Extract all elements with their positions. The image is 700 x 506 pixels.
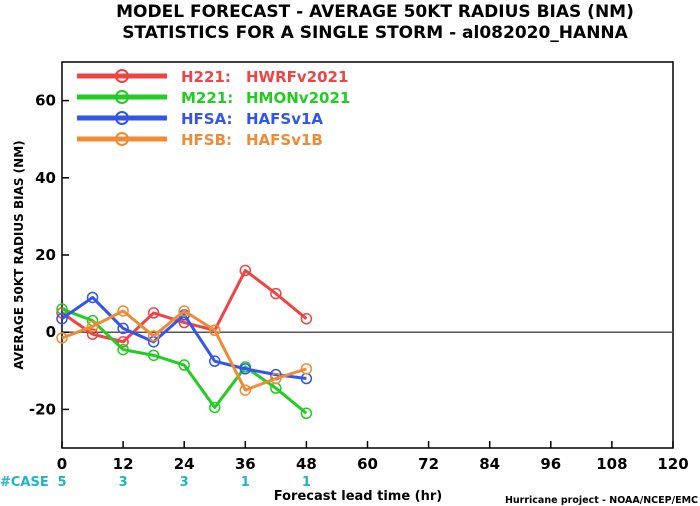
data-point [147,307,160,319]
case-count: 1 [241,475,250,490]
x-tick-label: 12 [113,455,134,473]
data-point [300,363,313,375]
legend-marker [115,111,129,125]
series-hwrfv2021 [56,264,313,348]
legend-marker [115,132,129,146]
legend-name: M221: [181,89,233,107]
x-tick-label: 72 [418,455,439,473]
data-point [178,305,190,317]
case-counts: #CASE 5 3 3 1 1 [0,475,311,490]
data-point [147,349,160,362]
legend-marker [115,90,129,104]
y-tick-label: 60 [35,92,56,110]
data-point [86,320,99,333]
legend-label: HAFSv1B [246,131,323,149]
y-axis-label: AVERAGE 50KT RADIUS BIAS (NM) [12,140,26,369]
legend-name: H221: [181,68,231,86]
credit-text: Hurricane project - NOAA/NCEP/EMC [505,495,698,506]
series-hafsv1b [56,305,313,396]
x-tick-label: 0 [57,455,67,473]
case-count: 5 [57,475,66,490]
data-point [270,372,282,385]
x-tick-label: 60 [357,455,378,473]
data-point [117,336,129,348]
y-tick-label: 20 [35,246,56,264]
data-point [239,363,252,375]
data-point [209,355,221,367]
legend-name: HFSA: [181,110,233,128]
data-point [56,332,68,344]
x-tick-label: 24 [174,455,195,473]
legend-name: HFSB: [181,131,232,149]
data-point [117,322,129,335]
x-tick-label: 84 [479,455,500,473]
case-count: 1 [302,475,311,490]
legend-label: HWRFv2021 [246,68,348,86]
x-tick-label: 96 [540,455,561,473]
data-point [147,330,160,342]
x-tick-label: 108 [596,455,627,473]
legend-label: HAFSv1A [246,110,323,128]
data-point [117,343,129,356]
data-point [239,264,252,277]
series-layer [56,264,313,420]
data-point [209,401,221,414]
x-axis-label: Forecast lead time (hr) [274,489,442,504]
y-axis: -20 0 20 40 60 [29,92,69,418]
series-line [61,295,307,381]
chart-title: MODEL FORECAST - AVERAGE 50KT RADIUS BIA… [116,2,634,22]
legend: H221: HWRFv2021 M221: HMONv2021 HFSA: HAFSv1A… [77,68,350,149]
series-hafsv1a [56,291,313,385]
case-label: #CASE [0,475,49,490]
x-tick-label: 120 [657,455,688,473]
data-point [178,359,190,371]
data-point [209,324,221,337]
data-point [86,328,99,340]
data-point [300,407,313,420]
y-tick-label: 0 [46,323,56,341]
y-tick-label: -20 [29,400,56,418]
series-line [61,309,307,392]
data-point [239,384,252,396]
data-point [86,291,99,304]
legend-marker [115,69,129,83]
data-point [270,287,282,300]
data-point [56,312,68,325]
y-tick-label: 40 [35,169,56,187]
case-count: 3 [180,475,189,490]
x-axis: 0 12 24 36 48 60 72 84 96 108 120 [57,441,689,473]
x-tick-label: 48 [296,455,317,473]
chart-subtitle: STATISTICS FOR A SINGLE STORM - al082020… [122,23,628,43]
data-point [300,312,313,325]
legend-label: HMONv2021 [246,89,350,107]
data-point [117,305,129,317]
series-line [61,268,308,344]
case-count: 3 [119,475,128,490]
x-tick-label: 36 [235,455,256,473]
